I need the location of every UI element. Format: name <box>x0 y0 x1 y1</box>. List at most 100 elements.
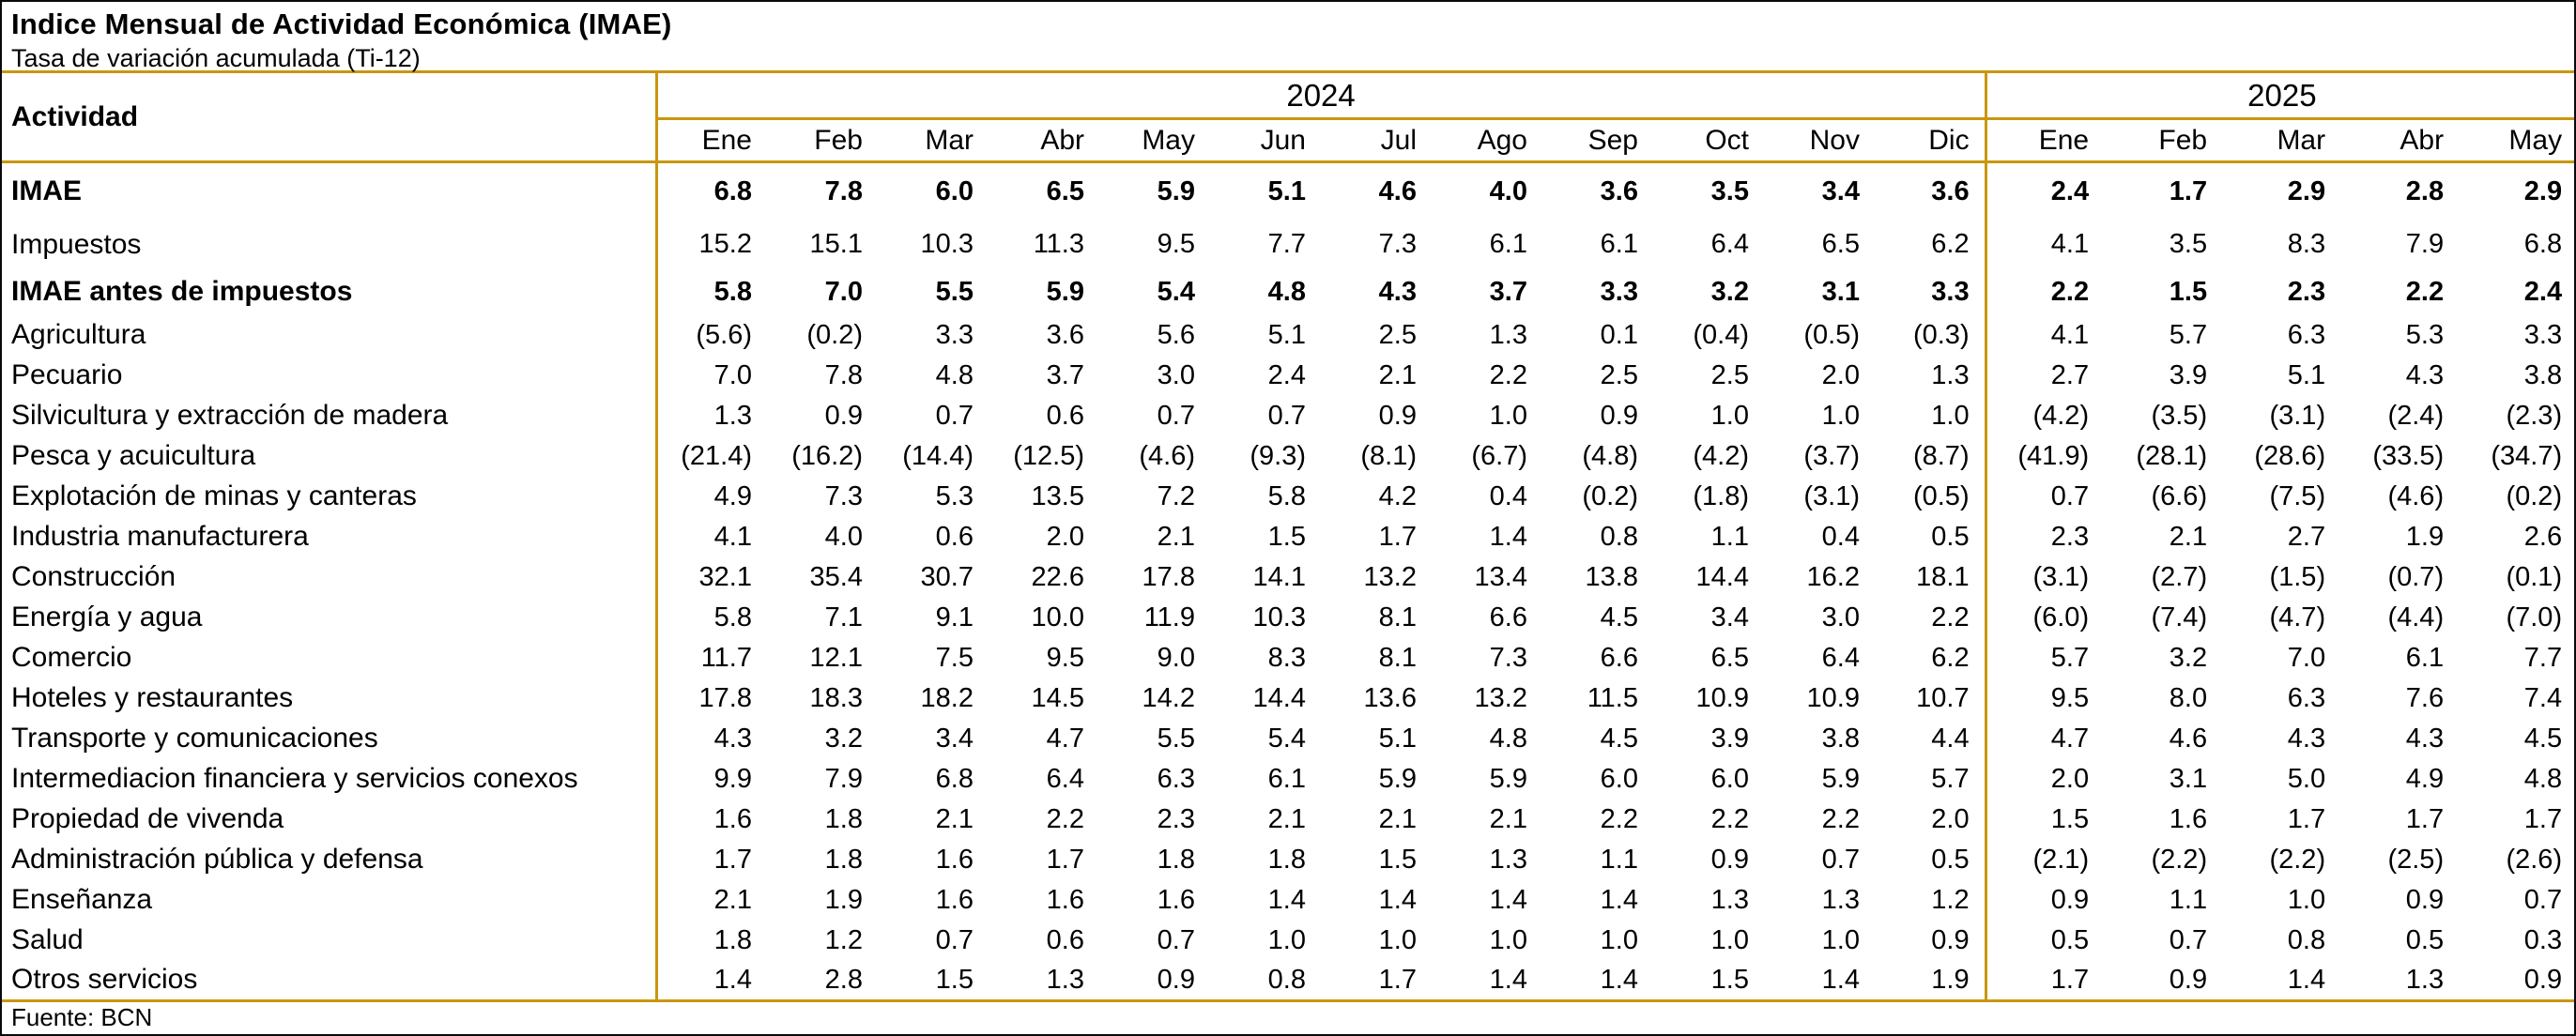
value-cell: 6.4 <box>1821 642 1860 673</box>
value-cell: 1.3 <box>654 395 767 436</box>
month-header: Ago <box>1432 118 1542 163</box>
table-row: Explotación de minas y canteras 4.9 7.3 5.3… <box>2 476 2574 517</box>
value-cell: 7.8 <box>824 359 863 390</box>
table-row: Otros servicios 1.4 2.8 1.5 1.3 0.9 0.8 1.7 1.4 1… <box>2 960 2574 1002</box>
month-header: Oct <box>1653 118 1764 163</box>
value-cell: 5.6 <box>1157 319 1195 350</box>
value-cell: 13.2 <box>1474 682 1527 713</box>
value-cell: 6.0 <box>935 175 974 206</box>
value-cell: 1.5 <box>1984 799 2105 840</box>
value-cell: 2.8 <box>767 960 878 1002</box>
value-cell: 3.2 <box>1710 276 1749 307</box>
value-cell: 1.4 <box>1764 960 1875 1002</box>
row-label: Industria manufacturera <box>11 521 309 552</box>
value-cell: 2.2 <box>1984 268 2105 315</box>
value-cell: 13.5 <box>1031 480 1084 511</box>
value-cell: 6.1 <box>1600 229 1638 259</box>
row-label: Construcción <box>11 561 176 592</box>
table-row: Hoteles y restaurantes 17.8 18.3 18.2 14.5 14… <box>2 678 2574 719</box>
value-cell: (4.2) <box>1693 440 1749 471</box>
value-cell: 2.1 <box>1378 803 1417 834</box>
value-cell: (8.1) <box>1360 440 1417 471</box>
value-cell: 0.5 <box>2405 924 2445 955</box>
page-subtitle: Tasa de variación acumulada (Ti-12) <box>11 44 421 72</box>
value-cell: 1.7 <box>2523 803 2563 834</box>
value-cell: 4.6 <box>2169 723 2208 754</box>
value-cell: 10.3 <box>1252 602 1306 632</box>
value-cell: 2.5 <box>1600 359 1638 390</box>
value-cell: 2.9 <box>2287 175 2326 206</box>
value-cell: 2.2 <box>1600 803 1638 834</box>
value-cell: 1.8 <box>824 844 863 875</box>
value-cell: 15.2 <box>654 220 767 269</box>
value-cell: 1.4 <box>1489 521 1527 552</box>
value-cell: 5.8 <box>654 268 767 315</box>
value-cell: 4.8 <box>1267 276 1306 307</box>
value-cell: 4.8 <box>2523 763 2563 794</box>
row-label: Comercio <box>11 642 132 673</box>
value-cell: 3.3 <box>1931 276 1970 307</box>
value-cell: 0.7 <box>1267 400 1306 431</box>
value-cell: 7.8 <box>824 175 863 206</box>
value-cell: (2.5) <box>2387 844 2445 875</box>
value-cell: 5.1 <box>1267 175 1306 206</box>
value-cell: 5.3 <box>935 480 974 511</box>
value-cell: (2.3) <box>2506 400 2563 431</box>
value-cell: 1.3 <box>1821 884 1860 915</box>
value-cell: 2.8 <box>2405 175 2445 206</box>
value-cell: 1.0 <box>1931 400 1970 431</box>
value-cell: 1.7 <box>2169 175 2208 206</box>
value-cell: 3.0 <box>1821 602 1860 632</box>
value-cell: 1.7 <box>1321 960 1432 1002</box>
value-cell: 9.5 <box>1984 678 2105 719</box>
value-cell: 4.2 <box>1378 480 1417 511</box>
value-cell: 5.1 <box>1378 723 1417 754</box>
value-cell: 0.5 <box>1931 521 1970 552</box>
value-cell: 5.8 <box>654 597 767 638</box>
value-cell: 0.6 <box>935 521 974 552</box>
value-cell: 0.7 <box>1157 400 1195 431</box>
value-cell: (28.1) <box>2136 440 2208 471</box>
value-cell: 5.5 <box>935 276 974 307</box>
value-cell: 4.8 <box>1489 723 1527 754</box>
value-cell: 6.4 <box>1710 229 1749 259</box>
value-cell: 5.9 <box>1378 763 1417 794</box>
value-cell: (4.8) <box>1582 440 1638 471</box>
value-cell: 2.1 <box>1157 521 1195 552</box>
month-header: Dic <box>1875 118 1986 163</box>
value-cell: 6.8 <box>2523 229 2563 259</box>
value-cell: 1.9 <box>1875 960 1986 1002</box>
value-cell: 1.8 <box>1157 844 1195 875</box>
month-header: Jul <box>1321 118 1432 163</box>
value-cell: 7.2 <box>1157 480 1195 511</box>
value-cell: 4.0 <box>1489 175 1527 206</box>
value-cell: 18.2 <box>920 682 974 713</box>
value-cell: 3.6 <box>1046 319 1084 350</box>
value-cell: 1.3 <box>989 960 1099 1002</box>
value-cell: 4.3 <box>2405 723 2445 754</box>
month-header: Abr <box>989 118 1099 163</box>
value-cell: 13.2 <box>1363 561 1417 592</box>
row-label: Intermediacion financiera y servicios co… <box>11 763 578 794</box>
title-block: Indice Mensual de Actividad Económica (I… <box>2 2 2574 73</box>
value-cell: 2.2 <box>1046 803 1084 834</box>
value-cell: (7.5) <box>2269 480 2326 511</box>
value-cell: 3.8 <box>1821 723 1860 754</box>
value-cell: 3.0 <box>1157 359 1195 390</box>
value-cell: 1.0 <box>1821 400 1860 431</box>
value-cell: 0.9 <box>1378 400 1417 431</box>
value-cell: 6.3 <box>2287 682 2326 713</box>
table-row: IMAE 6.8 7.8 6.0 6.5 5.9 5.1 4.6 4.0 3.6 3.5 3.4 3.6… <box>2 161 2574 221</box>
value-cell: 1.5 <box>1653 960 1764 1002</box>
value-cell: 5.9 <box>1046 276 1084 307</box>
row-label: Enseñanza <box>11 884 153 915</box>
value-cell: 1.4 <box>2222 960 2341 1002</box>
value-cell: 7.5 <box>935 642 974 673</box>
value-cell: 4.3 <box>654 718 767 759</box>
row-label: Otros servicios <box>2 960 656 1002</box>
value-cell: (12.5) <box>1013 440 1084 471</box>
row-label: Explotación de minas y canteras <box>11 480 417 511</box>
value-cell: 35.4 <box>809 561 863 592</box>
value-cell: 3.1 <box>1821 276 1860 307</box>
value-cell: (33.5) <box>2372 440 2445 471</box>
